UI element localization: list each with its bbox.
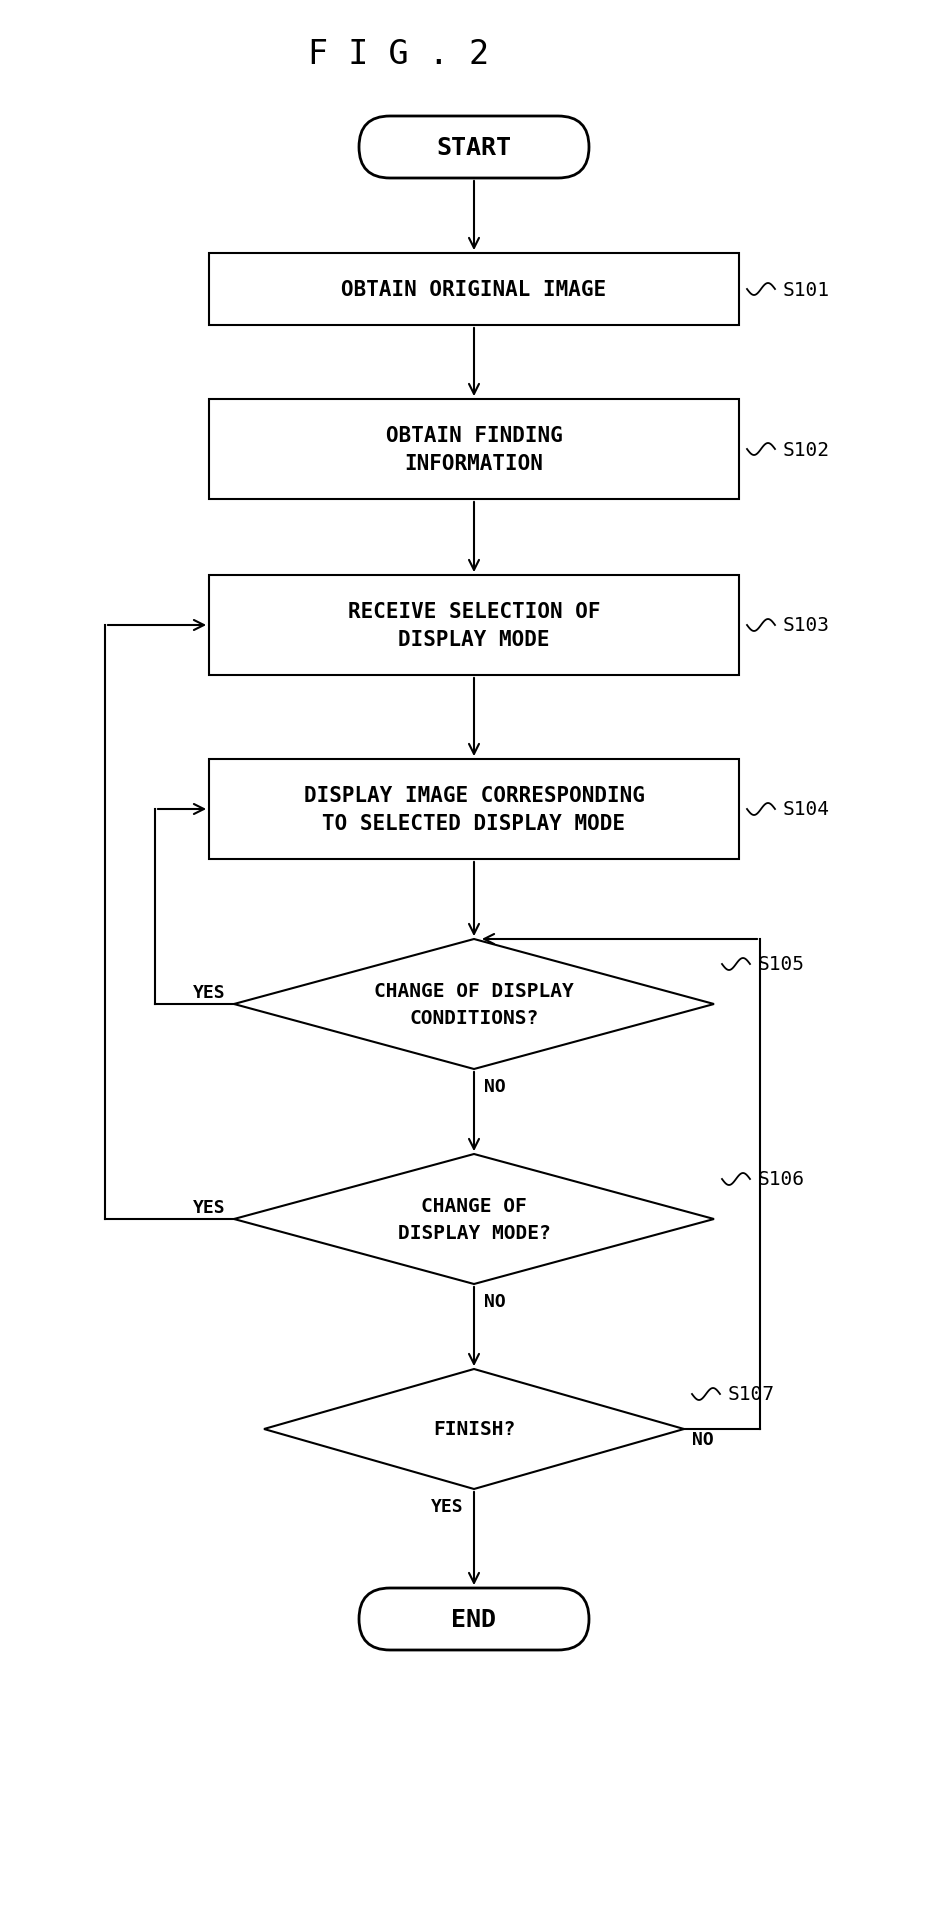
- Text: YES: YES: [193, 983, 226, 1001]
- Text: OBTAIN FINDING
INFORMATION: OBTAIN FINDING INFORMATION: [386, 425, 562, 473]
- Text: S104: S104: [783, 800, 830, 819]
- Text: FINISH?: FINISH?: [433, 1420, 515, 1439]
- Text: YES: YES: [431, 1497, 464, 1515]
- Bar: [209, 759, 739, 860]
- Text: S102: S102: [783, 440, 830, 460]
- Text: NO: NO: [692, 1430, 714, 1449]
- Text: DISPLAY IMAGE CORRESPONDING
TO SELECTED DISPLAY MODE: DISPLAY IMAGE CORRESPONDING TO SELECTED …: [303, 786, 645, 833]
- Text: YES: YES: [193, 1198, 226, 1217]
- Text: OBTAIN ORIGINAL IMAGE: OBTAIN ORIGINAL IMAGE: [341, 280, 607, 299]
- Polygon shape: [234, 939, 714, 1070]
- Polygon shape: [234, 1155, 714, 1285]
- Text: NO: NO: [484, 1293, 505, 1310]
- Text: S101: S101: [783, 280, 830, 299]
- Text: CHANGE OF DISPLAY
CONDITIONS?: CHANGE OF DISPLAY CONDITIONS?: [374, 981, 574, 1028]
- Text: S107: S107: [728, 1385, 775, 1405]
- Text: RECEIVE SELECTION OF
DISPLAY MODE: RECEIVE SELECTION OF DISPLAY MODE: [348, 601, 600, 649]
- Bar: [209, 253, 739, 327]
- Text: NO: NO: [484, 1078, 505, 1095]
- Text: END: END: [451, 1607, 497, 1631]
- Text: START: START: [436, 135, 512, 160]
- FancyBboxPatch shape: [359, 1588, 589, 1650]
- Text: F I G . 2: F I G . 2: [307, 39, 489, 71]
- Text: S106: S106: [758, 1171, 805, 1188]
- Text: CHANGE OF
DISPLAY MODE?: CHANGE OF DISPLAY MODE?: [397, 1196, 551, 1242]
- Bar: [209, 400, 739, 500]
- Text: S105: S105: [758, 954, 805, 974]
- Polygon shape: [264, 1370, 684, 1490]
- Text: S103: S103: [783, 616, 830, 636]
- FancyBboxPatch shape: [359, 118, 589, 180]
- Bar: [209, 576, 739, 676]
